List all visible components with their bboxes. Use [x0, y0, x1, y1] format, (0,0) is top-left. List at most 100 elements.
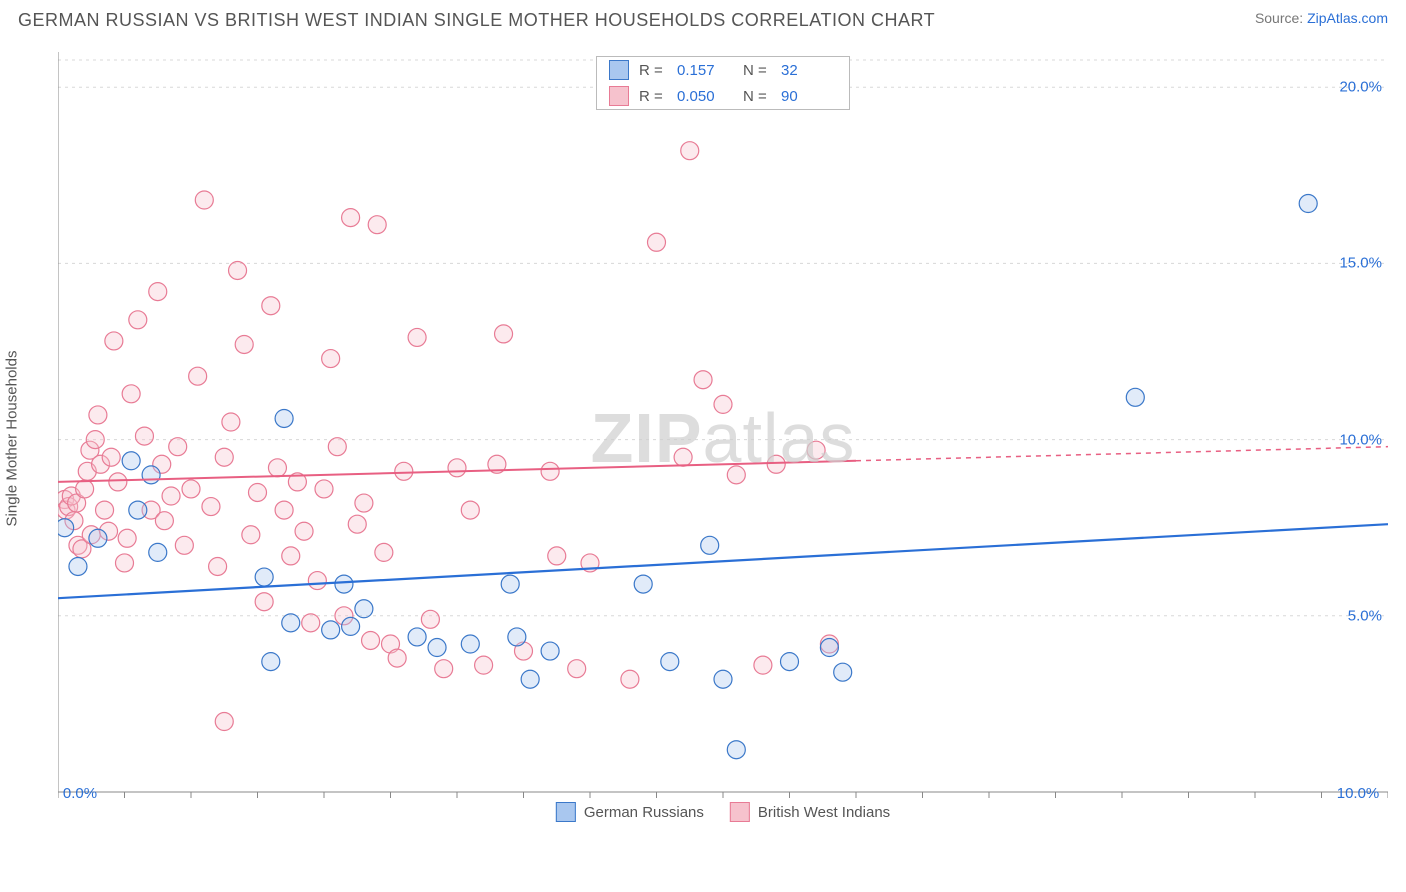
- data-point: [182, 480, 200, 498]
- legend-n-label: N =: [743, 88, 771, 105]
- data-point: [368, 216, 386, 234]
- data-point: [322, 350, 340, 368]
- legend-swatch: [609, 86, 629, 106]
- legend-rn-row: R =0.050N =90: [597, 83, 849, 109]
- legend-swatch: [609, 60, 629, 80]
- x-tick-label: 0.0%: [63, 785, 97, 802]
- legend-r-label: R =: [639, 62, 667, 79]
- data-point: [661, 653, 679, 671]
- data-point: [129, 501, 147, 519]
- data-point: [694, 371, 712, 389]
- data-point: [421, 610, 439, 628]
- legend-rn-row: R =0.157N =32: [597, 57, 849, 83]
- y-axis-label: Single Mother Households: [4, 350, 21, 526]
- legend-swatch: [556, 802, 576, 822]
- data-point: [215, 448, 233, 466]
- chart-area: ZIPatlas R =0.157N =32R =0.050N =90 Germ…: [58, 52, 1388, 824]
- data-point: [102, 448, 120, 466]
- source-attribution: Source: ZipAtlas.com: [1255, 10, 1388, 26]
- data-point: [118, 529, 136, 547]
- data-point: [89, 529, 107, 547]
- y-tick-label: 10.0%: [1339, 431, 1382, 448]
- data-point: [674, 448, 692, 466]
- data-point: [109, 473, 127, 491]
- data-point: [175, 536, 193, 554]
- data-point: [501, 575, 519, 593]
- data-point: [335, 575, 353, 593]
- data-point: [767, 455, 785, 473]
- data-point: [58, 519, 74, 537]
- data-point: [268, 459, 286, 477]
- data-point: [149, 283, 167, 301]
- data-point: [362, 631, 380, 649]
- data-point: [388, 649, 406, 667]
- series-legend: German Russians British West Indians: [556, 802, 890, 822]
- data-point: [255, 568, 273, 586]
- data-point: [495, 325, 513, 343]
- data-point: [308, 572, 326, 590]
- data-point: [521, 670, 539, 688]
- data-point: [69, 557, 87, 575]
- data-point: [820, 639, 838, 657]
- data-point: [202, 498, 220, 516]
- legend-swatch: [730, 802, 750, 822]
- data-point: [475, 656, 493, 674]
- data-point: [315, 480, 333, 498]
- data-point: [249, 483, 267, 501]
- data-point: [461, 635, 479, 653]
- data-point: [275, 409, 293, 427]
- correlation-legend: R =0.157N =32R =0.050N =90: [596, 56, 850, 110]
- data-point: [375, 543, 393, 561]
- data-point: [189, 367, 207, 385]
- chart-title: GERMAN RUSSIAN VS BRITISH WEST INDIAN SI…: [18, 10, 935, 31]
- data-point: [1126, 388, 1144, 406]
- data-point: [195, 191, 213, 209]
- data-point: [701, 536, 719, 554]
- data-point: [242, 526, 260, 544]
- legend-series-label: German Russians: [584, 804, 704, 821]
- data-point: [295, 522, 313, 540]
- data-point: [322, 621, 340, 639]
- legend-n-label: N =: [743, 62, 771, 79]
- data-point: [648, 233, 666, 251]
- data-point: [262, 653, 280, 671]
- data-point: [448, 459, 466, 477]
- legend-item: German Russians: [556, 802, 704, 822]
- data-point: [209, 557, 227, 575]
- data-point: [302, 614, 320, 632]
- data-point: [634, 575, 652, 593]
- y-tick-label: 5.0%: [1348, 607, 1382, 624]
- y-tick-label: 15.0%: [1339, 255, 1382, 272]
- data-point: [116, 554, 134, 572]
- legend-n-value: 90: [781, 88, 837, 105]
- data-point: [96, 501, 114, 519]
- legend-r-label: R =: [639, 88, 667, 105]
- data-point: [275, 501, 293, 519]
- legend-series-label: British West Indians: [758, 804, 890, 821]
- data-point: [342, 617, 360, 635]
- data-point: [541, 642, 559, 660]
- data-point: [135, 427, 153, 445]
- data-point: [222, 413, 240, 431]
- data-point: [508, 628, 526, 646]
- data-point: [262, 297, 280, 315]
- data-point: [122, 385, 140, 403]
- data-point: [714, 670, 732, 688]
- data-point: [834, 663, 852, 681]
- data-point: [727, 466, 745, 484]
- data-point: [621, 670, 639, 688]
- data-point: [355, 494, 373, 512]
- data-point: [461, 501, 479, 519]
- data-point: [282, 614, 300, 632]
- source-link[interactable]: ZipAtlas.com: [1307, 10, 1388, 26]
- data-point: [548, 547, 566, 565]
- scatter-plot: [58, 52, 1388, 824]
- data-point: [781, 653, 799, 671]
- data-point: [89, 406, 107, 424]
- x-tick-label: 10.0%: [1337, 785, 1380, 802]
- data-point: [395, 462, 413, 480]
- data-point: [142, 466, 160, 484]
- legend-r-value: 0.157: [677, 62, 733, 79]
- data-point: [428, 639, 446, 657]
- data-point: [235, 335, 253, 353]
